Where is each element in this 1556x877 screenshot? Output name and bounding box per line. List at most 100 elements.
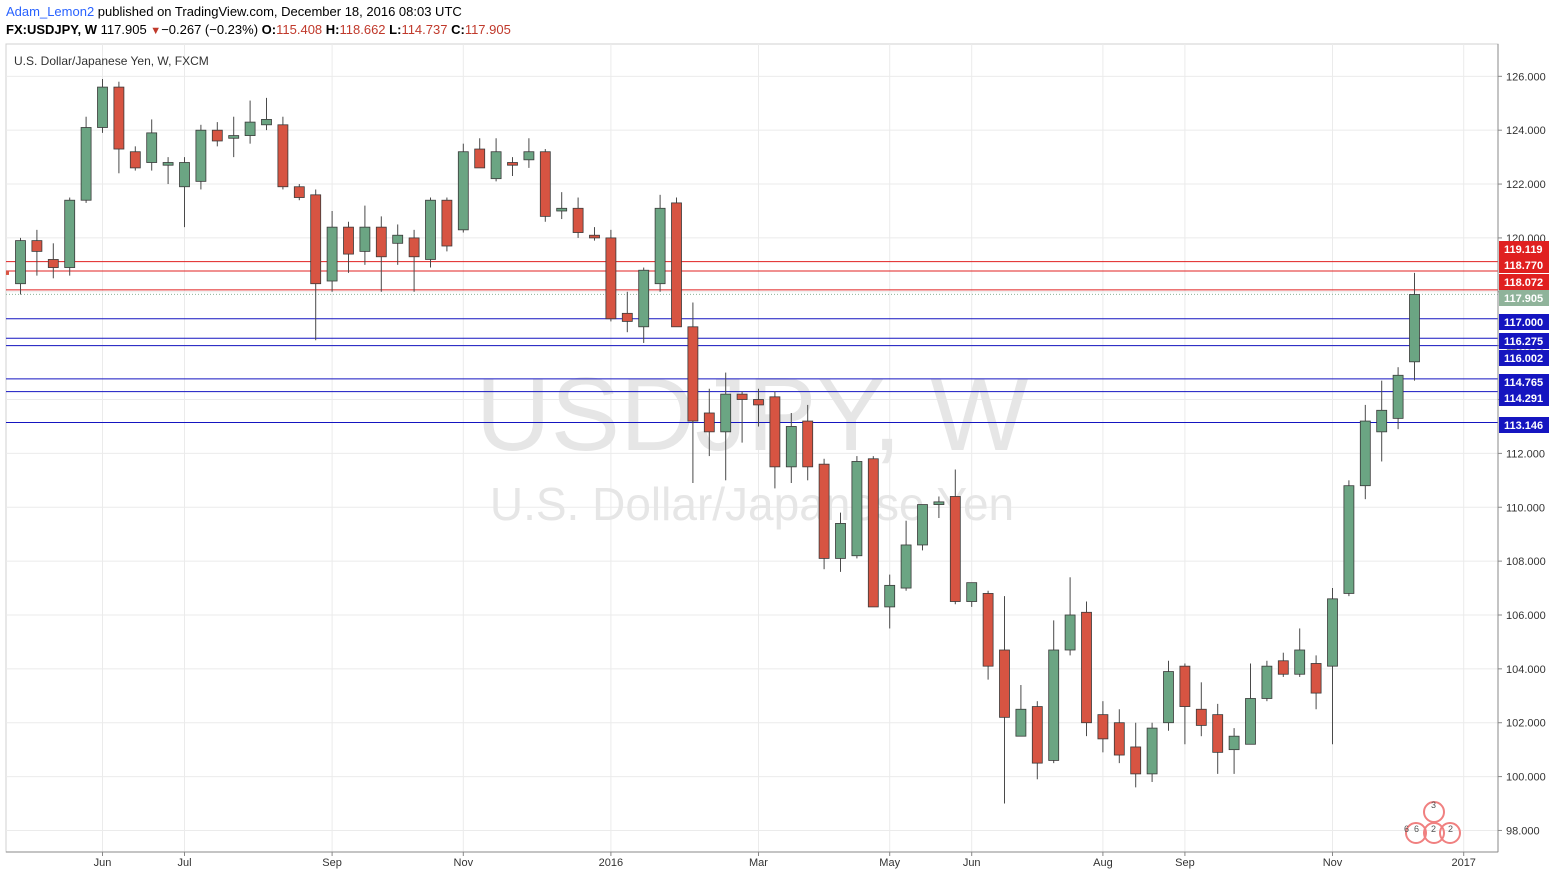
candle-up (1228, 735, 1240, 751)
candle-down (343, 226, 354, 255)
candle-down (293, 186, 305, 198)
ohlc-bar: FX:USDJPY, W 117.905 ▼−0.267 (−0.23%) O:… (6, 22, 511, 37)
candle-up (851, 461, 863, 557)
price-axis[interactable]: 98.000 100.000 102.000 104.000 106.000 108.00… (1497, 44, 1546, 852)
resistance-label-bg (1499, 274, 1549, 290)
x-tick-label: May (879, 857, 900, 869)
y-tick-label: 102.000 (1506, 718, 1546, 730)
candle-up (966, 582, 978, 602)
support-label-bg (1499, 417, 1549, 433)
open-value: 115.408 (276, 22, 323, 37)
candle-down (1097, 714, 1109, 740)
candle-up (1163, 671, 1174, 724)
y-tick-label: 104.000 (1506, 664, 1546, 676)
candle-up (1327, 598, 1338, 667)
candle-down (802, 420, 814, 468)
candle-up (425, 199, 436, 260)
candle-up (1245, 698, 1256, 745)
resistance-label-bg (1499, 241, 1549, 257)
publish-info: Adam_Lemon2 published on TradingView.com… (6, 4, 462, 19)
support-label-bg (1499, 390, 1549, 406)
candle-down (539, 151, 551, 217)
candle-down (572, 207, 584, 233)
candle-down (769, 396, 781, 468)
candle-down (474, 148, 486, 169)
support-label-bg (1499, 350, 1549, 366)
svg-text:2: 2 (1431, 824, 1436, 834)
candle-up (1261, 665, 1273, 699)
svg-text:3: 3 (1431, 800, 1436, 810)
time-axis[interactable]: Jun Jul Sep Nov 2016 Mar May Jun Aug Sep Nov 2017 (6, 851, 1498, 869)
candle-up (1392, 374, 1404, 419)
candle-up (1376, 409, 1388, 433)
y-tick-label: 98.000 (1506, 825, 1540, 837)
candle-up (884, 584, 896, 608)
resistance-label: 118.770 (1504, 260, 1543, 272)
candle-up (785, 426, 797, 468)
y-tick-label: 126.000 (1506, 71, 1546, 83)
author-link[interactable]: Adam_Lemon2 (6, 4, 95, 19)
candle-down (277, 124, 289, 188)
resistance-label: 119.119 (1504, 244, 1543, 256)
candle-up (97, 86, 108, 128)
resistance-label-bg (1499, 257, 1549, 273)
x-tick-label: Mar (749, 857, 768, 869)
candle-up (654, 207, 666, 285)
candle-down (1179, 665, 1191, 707)
candle-down (605, 237, 617, 320)
candle-down (211, 129, 223, 142)
support-label: 114.291 (1504, 393, 1543, 405)
watermark-symbol: USDJPY, W (476, 357, 1029, 473)
y-tick-label: 110.000 (1506, 502, 1545, 514)
y-tick-label: 108.000 (1506, 556, 1546, 568)
support-label: 117.000 (1504, 317, 1543, 329)
candle-up (162, 162, 174, 166)
candle-down (621, 312, 633, 322)
candle-up (392, 234, 404, 244)
candle-down (736, 393, 748, 400)
candle-down (867, 458, 879, 608)
resistance-label: 118.072 (1504, 277, 1543, 289)
candle-up (933, 501, 945, 505)
high-value: 118.662 (339, 22, 386, 37)
candle-up (244, 121, 256, 136)
candle-up (64, 199, 76, 268)
x-tick-label: 2017 (1451, 857, 1475, 869)
candle-down (703, 412, 715, 433)
candle-down (818, 463, 830, 559)
candle-down (441, 199, 453, 247)
left-edge-marker (6, 270, 9, 275)
x-tick-label: 2016 (599, 857, 623, 869)
candle-up (179, 162, 190, 188)
y-tick-label: 106.000 (1506, 610, 1546, 622)
y-tick-label: 124.000 (1506, 125, 1546, 137)
candle-up (1359, 420, 1371, 487)
candle-up (359, 226, 371, 252)
low-label: L: (389, 22, 402, 37)
candle-down (589, 234, 600, 239)
x-tick-label: Sep (1175, 857, 1195, 869)
support-label: 113.146 (1504, 420, 1543, 432)
events-icon[interactable]: 3 6 6 2 2 (1404, 800, 1461, 844)
candle-up (228, 135, 240, 139)
candle-down (1031, 706, 1043, 764)
candle-down (129, 151, 141, 169)
y-tick-label: 122.000 (1506, 179, 1546, 191)
down-triangle-icon: ▼ (150, 25, 162, 37)
grid (6, 44, 1498, 852)
candle-up (917, 504, 928, 546)
candle-up (1015, 708, 1027, 737)
last-price-label-bg (1499, 290, 1549, 306)
x-tick-label: Sep (322, 857, 342, 869)
price-change: −0.267 (−0.23%) (161, 22, 259, 37)
candle-up (490, 151, 502, 180)
support-label-bg (1499, 314, 1549, 330)
candle-down (375, 226, 387, 258)
candle-down (310, 194, 322, 285)
candle-down (1130, 746, 1142, 775)
candle-down (408, 237, 420, 258)
candle-down (1081, 611, 1092, 724)
candle-up (556, 207, 568, 212)
candle-up (720, 393, 732, 433)
